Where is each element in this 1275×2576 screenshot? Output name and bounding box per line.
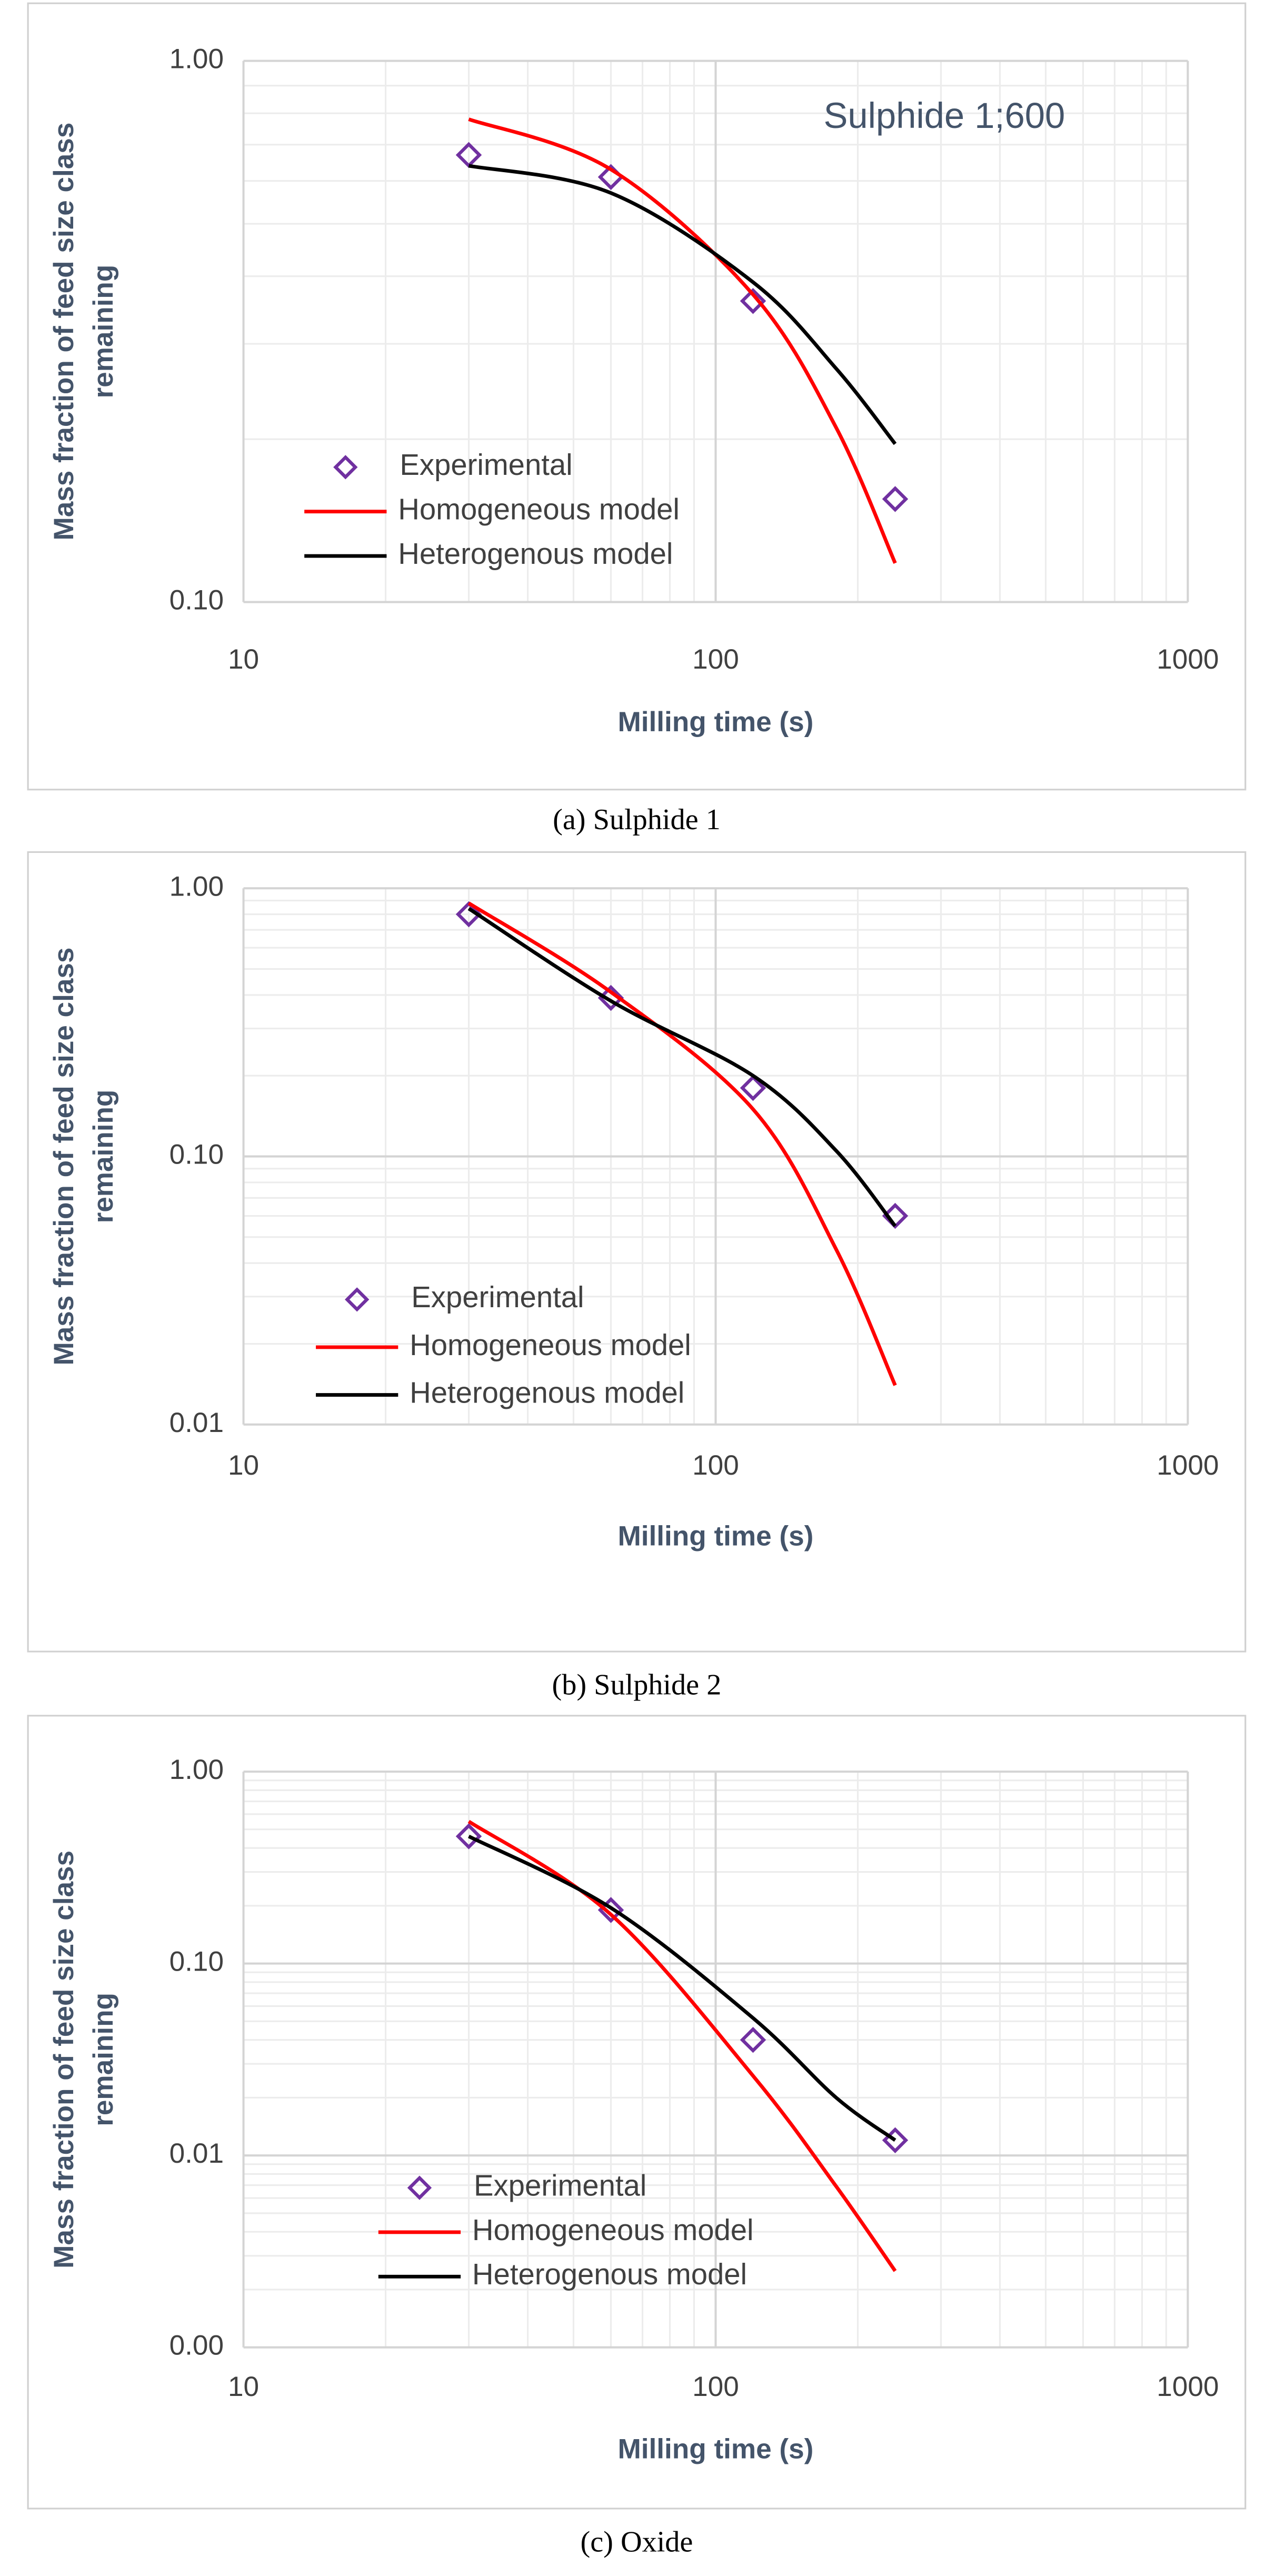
series-line bbox=[468, 117, 897, 564]
y-axis-title: remaining bbox=[88, 1993, 119, 2126]
series-line bbox=[467, 1819, 897, 2272]
y-axis-title: Mass fraction of feed size class bbox=[48, 1851, 79, 2269]
x-axis-title: Milling time (s) bbox=[618, 1520, 814, 1551]
legend-label: Experimental bbox=[411, 1280, 584, 1314]
series-line bbox=[468, 164, 897, 445]
data-point bbox=[455, 901, 482, 928]
legend-label: Heterogenous model bbox=[410, 1376, 684, 1409]
x-axis-title: Milling time (s) bbox=[618, 707, 814, 738]
x-tick-label: 100 bbox=[692, 1450, 739, 1481]
series-line bbox=[467, 1834, 897, 2142]
series-line bbox=[467, 901, 897, 1386]
y-tick-label: 1.00 bbox=[170, 44, 224, 75]
y-tick-label: 0.01 bbox=[170, 1407, 224, 1438]
x-tick-label: 10 bbox=[228, 644, 259, 675]
panel-border bbox=[27, 2, 1247, 791]
data-point bbox=[455, 1823, 482, 1849]
y-axis-title: Mass fraction of feed size class bbox=[48, 948, 79, 1366]
x-tick-label: 100 bbox=[692, 2371, 739, 2402]
legend-label: Homogeneous model bbox=[472, 2213, 754, 2246]
legend-label: Homogeneous model bbox=[398, 493, 680, 526]
legend-marker bbox=[407, 2175, 432, 2200]
caption: (b) Sulphide 2 bbox=[552, 1669, 722, 1702]
series-line bbox=[467, 907, 897, 1227]
y-axis-title: Mass fraction of feed size class bbox=[48, 123, 79, 541]
caption: (c) Oxide bbox=[580, 2526, 693, 2559]
y-axis-title: remaining bbox=[88, 265, 119, 399]
legend-label: Experimental bbox=[400, 448, 572, 481]
data-point bbox=[740, 287, 766, 314]
y-tick-label: 0.10 bbox=[170, 1139, 224, 1170]
chart-panel: 10 100 1000 0.01 0.10 1.00 Milling time (s) Mas… bbox=[27, 851, 1247, 1702]
y-axis-title: remaining bbox=[88, 1090, 119, 1224]
x-tick-label: 10 bbox=[228, 1450, 259, 1481]
data-point bbox=[882, 486, 909, 512]
y-tick-label: 0.01 bbox=[170, 2138, 224, 2169]
x-axis-title: Milling time (s) bbox=[618, 2434, 814, 2465]
data-point bbox=[740, 2026, 766, 2053]
caption: (a) Sulphide 1 bbox=[553, 803, 721, 836]
chart-panel: 10 100 1000 0.00 0.01 0.10 1.00 Milling time (s… bbox=[27, 1715, 1247, 2559]
data-point bbox=[597, 984, 624, 1011]
data-point bbox=[455, 142, 482, 168]
y-tick-label: 0.10 bbox=[170, 585, 224, 616]
panel-border bbox=[27, 1715, 1247, 2510]
x-tick-label: 1000 bbox=[1157, 1450, 1219, 1481]
y-tick-label: 1.00 bbox=[170, 1754, 224, 1785]
x-tick-label: 1000 bbox=[1157, 2371, 1219, 2402]
x-tick-label: 100 bbox=[692, 644, 739, 675]
annotation: Sulphide 1;600 bbox=[824, 95, 1065, 136]
panel-border bbox=[27, 851, 1247, 1653]
x-tick-label: 10 bbox=[228, 2371, 259, 2402]
legend-label: Homogeneous model bbox=[410, 1328, 691, 1361]
chart-panel: 10 100 1000 0.10 1.00 Milling time (s) Mass fr… bbox=[27, 2, 1247, 836]
data-point bbox=[882, 1202, 909, 1229]
legend-label: Heterogenous model bbox=[472, 2257, 747, 2291]
legend-marker bbox=[344, 1287, 370, 1312]
y-tick-label: 0.00 bbox=[170, 2330, 224, 2361]
y-tick-label: 1.00 bbox=[170, 871, 224, 902]
x-tick-label: 1000 bbox=[1157, 644, 1219, 675]
data-point bbox=[740, 1075, 766, 1101]
legend-marker bbox=[333, 455, 358, 480]
legend-label: Experimental bbox=[474, 2169, 646, 2202]
y-tick-label: 0.10 bbox=[170, 1946, 224, 1977]
legend-label: Heterogenous model bbox=[398, 537, 673, 570]
